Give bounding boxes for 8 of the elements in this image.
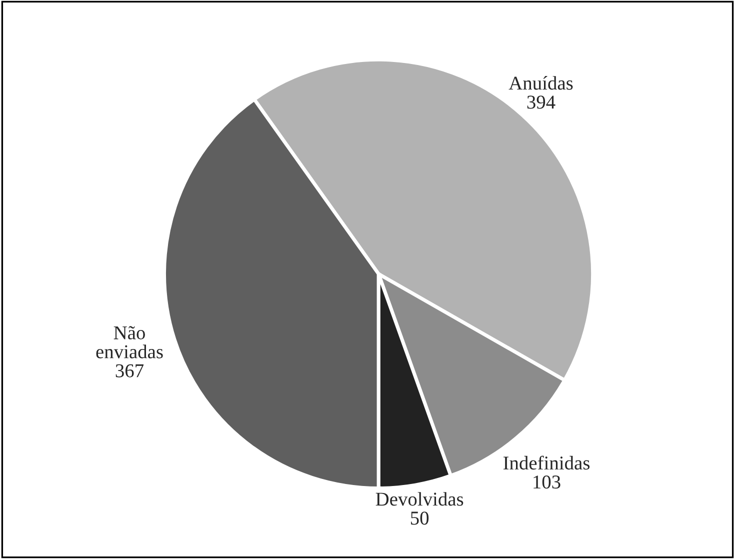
slice-label: Indefinidas [503,456,590,470]
slice-label: Devolvidas [376,492,464,506]
data-label: 50 [410,512,429,525]
slice-label: Não enviadas [96,326,163,358]
slice-label: Anuídas [508,76,573,90]
data-label: 103 [534,475,560,489]
data-label: 367 [116,364,144,378]
data-label: 394 [527,96,556,109]
